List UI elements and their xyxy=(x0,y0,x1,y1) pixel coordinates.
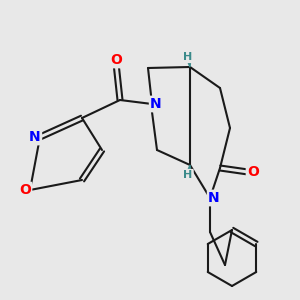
Text: N: N xyxy=(208,191,220,205)
Polygon shape xyxy=(184,52,191,67)
Text: H: H xyxy=(183,170,193,180)
Text: O: O xyxy=(110,53,122,67)
Text: O: O xyxy=(19,183,31,197)
Text: H: H xyxy=(183,52,193,62)
Text: O: O xyxy=(247,165,259,179)
Polygon shape xyxy=(184,165,191,179)
Text: N: N xyxy=(29,130,41,144)
Text: N: N xyxy=(150,97,162,111)
